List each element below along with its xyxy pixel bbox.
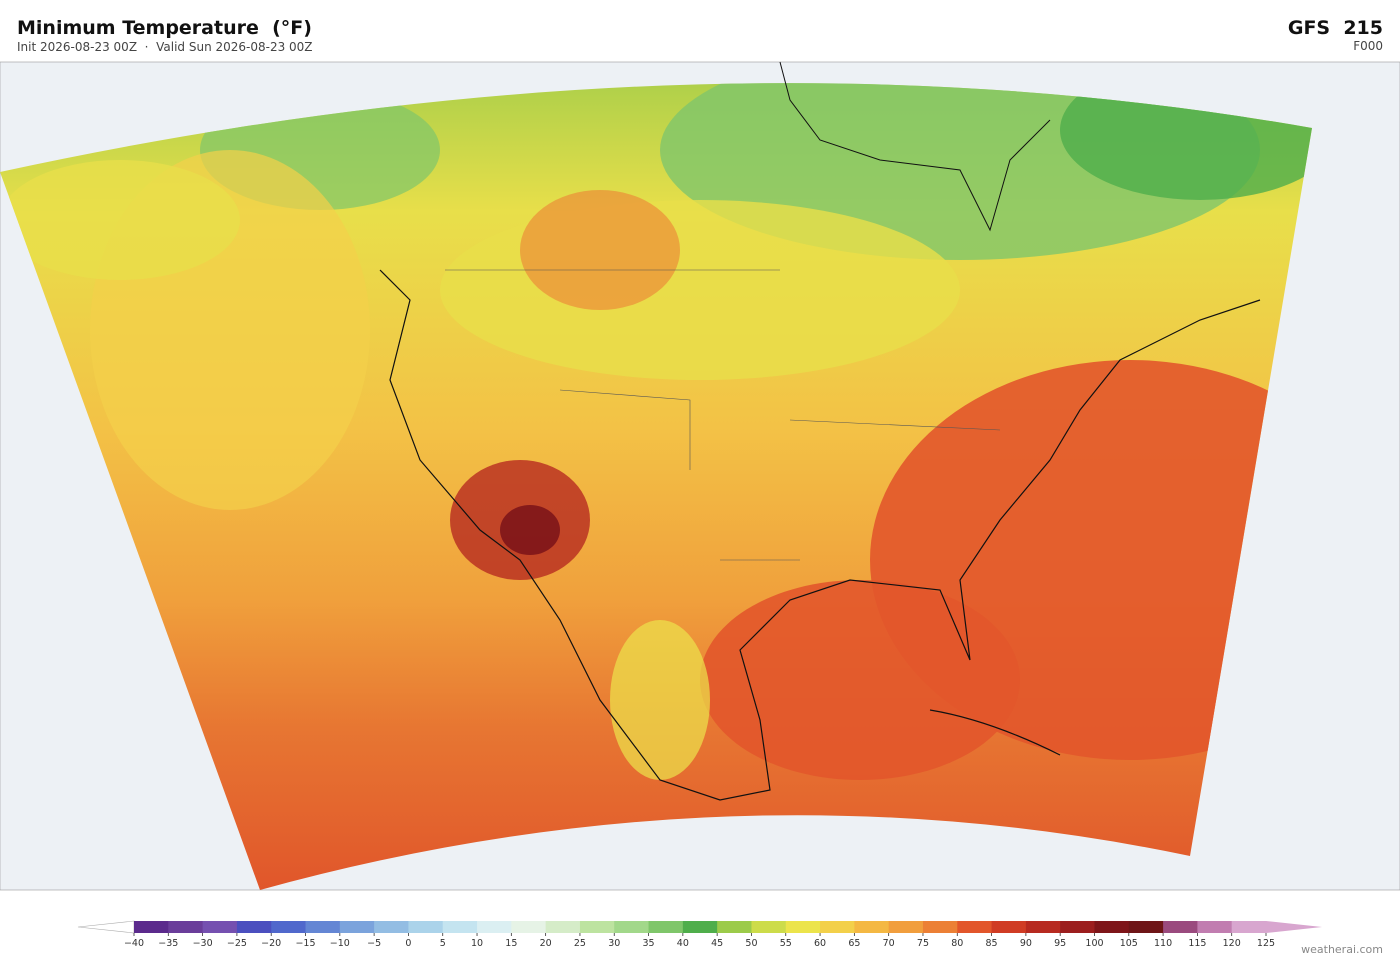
colorbar-segment	[202, 921, 238, 933]
colorbar-segment	[168, 921, 204, 933]
colorbar-segment	[477, 921, 512, 933]
colorbar-tick-label: −35	[158, 938, 178, 949]
colorbar-segment	[1094, 921, 1130, 933]
colorbar-tick-label: 60	[814, 938, 826, 949]
colorbar-segment	[785, 921, 821, 933]
colorbar-segment	[991, 921, 1027, 933]
colorbar-segment	[579, 921, 615, 933]
colorbar-segment	[442, 921, 478, 933]
colorbar-under	[77, 920, 135, 934]
colorbar-segment	[1128, 921, 1164, 933]
map	[0, 61, 1400, 891]
title: Minimum Temperature (°F)	[17, 17, 312, 39]
colorbar-segment	[957, 921, 993, 933]
model: GFS 215	[1288, 17, 1383, 39]
colorbar-tick-label: −30	[193, 938, 213, 949]
colorbar-tick-label: −40	[124, 938, 144, 949]
colorbar-segment	[511, 921, 547, 933]
colorbar-segment	[545, 921, 581, 933]
colorbar-segment	[408, 921, 444, 933]
colorbar: −40 −35 −30 −25 −20 −15 −10 −5 0 5 10 15 20 25 30 35 40 4…	[77, 920, 1322, 949]
colorbar-tick-label: 35	[642, 938, 654, 949]
colorbar-segment	[648, 921, 684, 933]
colorbar-segment	[236, 921, 272, 933]
colorbar-segment	[339, 921, 375, 933]
colorbar-segment	[1060, 921, 1095, 933]
colorbar-segment	[751, 921, 787, 933]
colorbar-tick-label: 70	[883, 938, 895, 949]
colorbar-tick-label: 80	[951, 938, 963, 949]
colorbar-tick-label: −5	[367, 938, 381, 949]
colorbar-tick-label: 15	[505, 938, 517, 949]
colorbar-tick-label: −25	[227, 938, 247, 949]
subtitle: Init 2026-08-23 00Z · Valid Sun 2026-08-…	[17, 40, 313, 54]
colorbar-tick-label: 0	[405, 938, 411, 949]
colorbar-tick-label: 45	[711, 938, 723, 949]
colorbar-segment	[614, 921, 650, 933]
colorbar-tick-label: 85	[986, 938, 998, 949]
colorbar-tick-label: 50	[745, 938, 757, 949]
colorbar-segment	[1197, 921, 1233, 933]
colorbar-segment	[1163, 921, 1198, 933]
colorbar-tick-label: 75	[917, 938, 929, 949]
colorbar-tick-label: 30	[608, 938, 620, 949]
colorbar-tick-label: 110	[1154, 938, 1172, 949]
colorbar-over	[1266, 921, 1322, 933]
colorbar-segment	[134, 921, 169, 933]
colorbar-segment	[1231, 921, 1267, 933]
colorbar-tick-label: 65	[848, 938, 860, 949]
credit: weatherai.com	[1301, 943, 1383, 956]
colorbar-segment	[820, 921, 855, 933]
colorbar-tick-label: 90	[1020, 938, 1032, 949]
colorbar-tick-label: 5	[440, 938, 446, 949]
colorbar-segment	[717, 921, 752, 933]
colorbar-tick-label: −20	[261, 938, 281, 949]
colorbar-tick-label: 100	[1085, 938, 1103, 949]
colorbar-tick-label: 115	[1188, 938, 1206, 949]
colorbar-tick-label: 10	[471, 938, 483, 949]
colorbar-segment	[888, 921, 924, 933]
colorbar-tick-label: 25	[574, 938, 586, 949]
colorbar-tick-label: −10	[330, 938, 350, 949]
colorbar-tick-label: 120	[1223, 938, 1241, 949]
colorbar-segment	[682, 921, 718, 933]
colorbar-tick-label: −15	[295, 938, 315, 949]
forecast-step: F000	[1353, 39, 1383, 53]
colorbar-tick-label: 95	[1054, 938, 1066, 949]
colorbar-tick-label: 20	[540, 938, 552, 949]
colorbar-tick-label: 125	[1257, 938, 1275, 949]
colorbar-tick-label: 55	[780, 938, 792, 949]
colorbar-segment	[1025, 921, 1061, 933]
colorbar-segment	[271, 921, 307, 933]
colorbar-segment	[374, 921, 409, 933]
colorbar-segment	[854, 921, 890, 933]
colorbar-tick-label: 40	[677, 938, 689, 949]
colorbar-segment	[922, 921, 958, 933]
colorbar-tick-label: 105	[1120, 938, 1138, 949]
colorbar-segment	[305, 921, 341, 933]
